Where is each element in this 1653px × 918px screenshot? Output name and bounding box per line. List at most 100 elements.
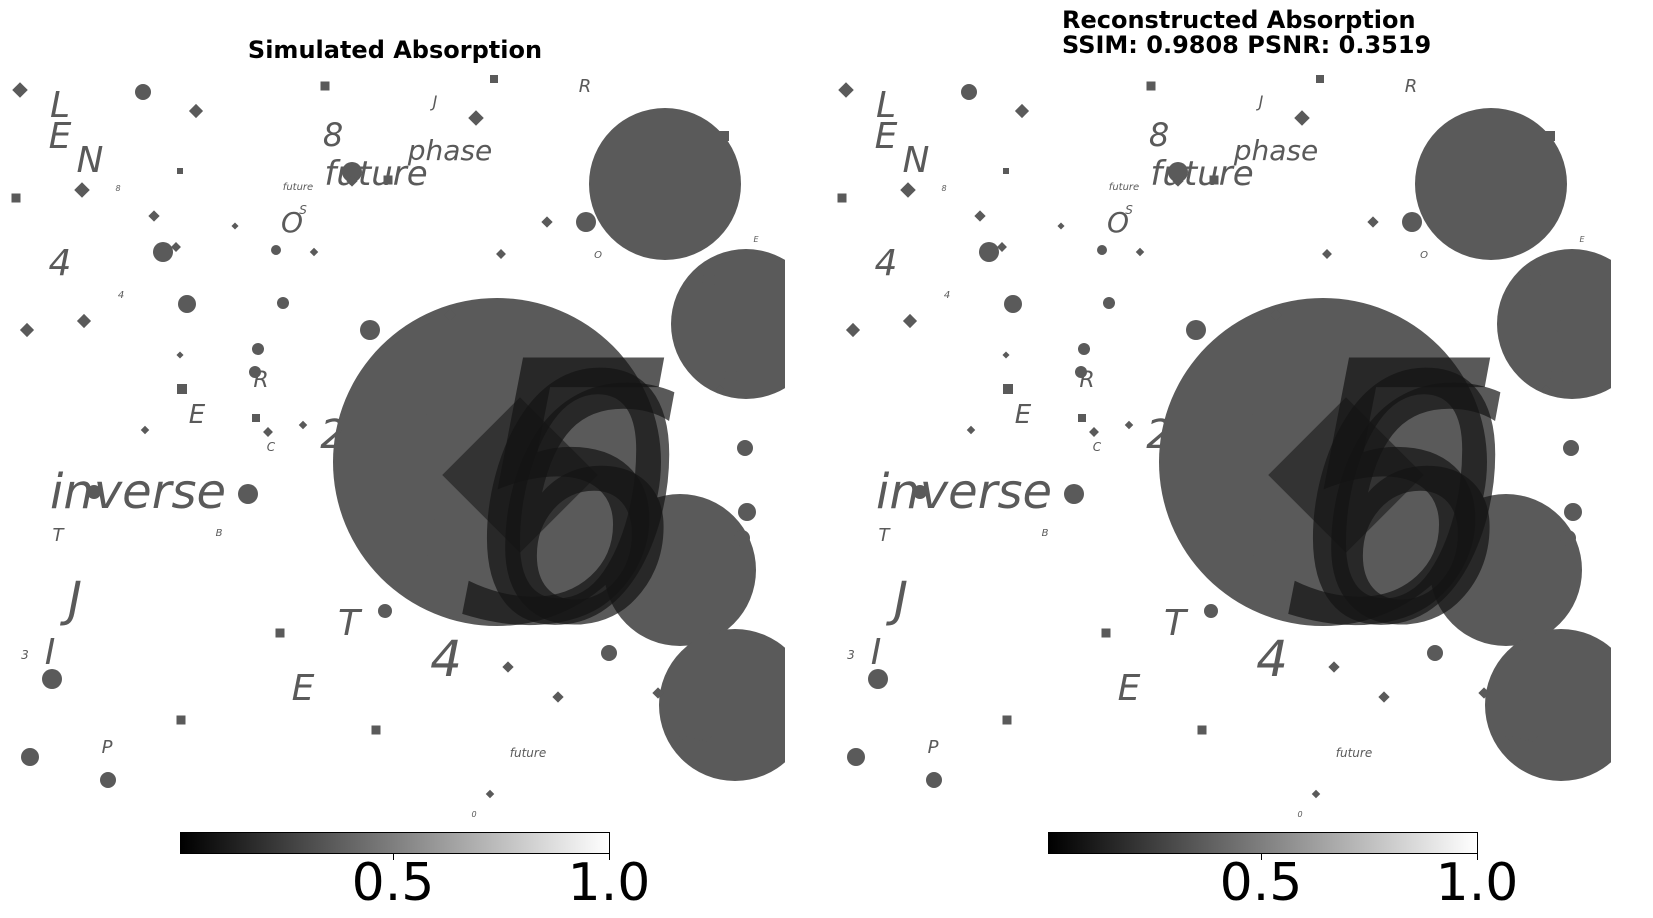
diamond-shape [12, 82, 28, 98]
letter-glyph: J [60, 572, 82, 628]
circle-shape [1415, 108, 1567, 260]
letter-glyph: 2 [320, 412, 345, 458]
diamond-shape [715, 384, 725, 394]
diamond-shape [1511, 632, 1521, 642]
diamond-shape [176, 351, 184, 359]
letter-glyph: E [49, 116, 72, 157]
diamond-shape [148, 210, 160, 222]
diamond-shape [171, 242, 181, 252]
square-shape [1003, 384, 1013, 394]
dot-shape [21, 748, 39, 766]
word-label: future [1150, 154, 1253, 194]
large-digit-glyph: 0 [470, 305, 686, 701]
diamond-shape [1294, 110, 1310, 126]
colorbar-tick-label: 1.0 [1435, 853, 1519, 913]
word-label: future [283, 182, 313, 193]
diamond-shape [1014, 103, 1030, 119]
letter-glyph: J [886, 572, 908, 628]
diamond-shape [1378, 691, 1390, 703]
diamond-shape [485, 789, 495, 799]
letter-glyph: S [1125, 203, 1133, 217]
letter-glyph: O [1107, 206, 1129, 239]
square-shape [252, 414, 260, 422]
letter-glyph: 0 [1297, 810, 1302, 819]
colorbar-tick [393, 854, 394, 860]
diamond-shape [541, 216, 553, 228]
diamond-shape [997, 242, 1007, 252]
dot-shape [926, 772, 942, 788]
dot-shape [655, 242, 667, 254]
diamond-shape [838, 82, 854, 98]
circle-shape [659, 629, 785, 781]
square-shape [1545, 131, 1555, 141]
letter-glyph: T [53, 525, 66, 546]
letter-glyph: U [404, 549, 429, 589]
square-shape [755, 315, 765, 325]
letter-glyph: C [267, 440, 276, 454]
diamond-shape [1057, 222, 1065, 230]
dot-shape [378, 604, 392, 618]
dot-shape [1247, 394, 1269, 416]
word-label: phase [407, 134, 493, 167]
letter-glyph: J [430, 92, 438, 111]
diamond-shape [652, 687, 664, 699]
letter-glyph: 4 [118, 290, 124, 301]
colorbar-tick-label: 0.5 [351, 853, 435, 913]
letter-glyph: B [1042, 528, 1049, 539]
dot-shape [1097, 245, 1107, 255]
diamond-shape [468, 110, 484, 126]
reconstructed-title: Reconstructed Absorption SSIM: 0.9808 PS… [1062, 6, 1432, 59]
letter-glyph: 3 [21, 648, 29, 662]
diamond-shape [1311, 789, 1321, 799]
dot-shape [252, 343, 264, 355]
large-diamond-shape [442, 397, 598, 553]
diamond-shape [1135, 247, 1145, 257]
dot-shape [1564, 503, 1582, 521]
dot-shape [1402, 212, 1422, 232]
word-label: phase [675, 731, 712, 745]
letter-glyph: S [427, 509, 454, 558]
square-shape [383, 175, 393, 185]
dot-shape [87, 485, 101, 499]
letter-glyph: L [876, 85, 896, 126]
dot-shape [847, 748, 865, 766]
letter-glyph: 3 [847, 648, 855, 662]
dot-shape [1168, 162, 1188, 182]
square-shape [371, 725, 381, 735]
letter-glyph: P [102, 737, 113, 758]
dot-shape [601, 645, 617, 661]
dot-shape [913, 485, 927, 499]
square-shape [1101, 628, 1111, 638]
square-shape [1538, 683, 1548, 693]
word-label: future [510, 746, 546, 760]
letter-glyph: U [1230, 549, 1255, 589]
circle-shape [589, 108, 741, 260]
dot-shape [1560, 530, 1576, 546]
letter-glyph: R [253, 368, 268, 393]
diamond-shape [1124, 420, 1134, 430]
square-shape [320, 81, 330, 91]
letter-glyph: O [281, 206, 303, 239]
large-digit-glyph: 0 [1296, 305, 1512, 701]
colorbar-tick [1261, 854, 1262, 860]
letter-glyph: T [1164, 603, 1189, 644]
letter-glyph: E [753, 235, 759, 244]
dot-shape [342, 162, 362, 182]
letter-glyph: 8 [941, 184, 946, 193]
diamond-shape [1270, 309, 1282, 321]
dot-shape [1103, 297, 1115, 309]
diamond-shape [974, 210, 986, 222]
letter-glyph: I [871, 632, 882, 673]
diamond-shape [1541, 384, 1551, 394]
dot-shape [277, 297, 289, 309]
letter-glyph: 4 [430, 630, 462, 688]
letter-glyph: T [338, 603, 363, 644]
diamond-shape [74, 182, 90, 198]
letter-glyph: T [879, 525, 892, 546]
square-shape [1002, 715, 1012, 725]
square-shape [176, 715, 186, 725]
letter-glyph: C [1093, 440, 1102, 454]
square-shape [1146, 81, 1156, 91]
